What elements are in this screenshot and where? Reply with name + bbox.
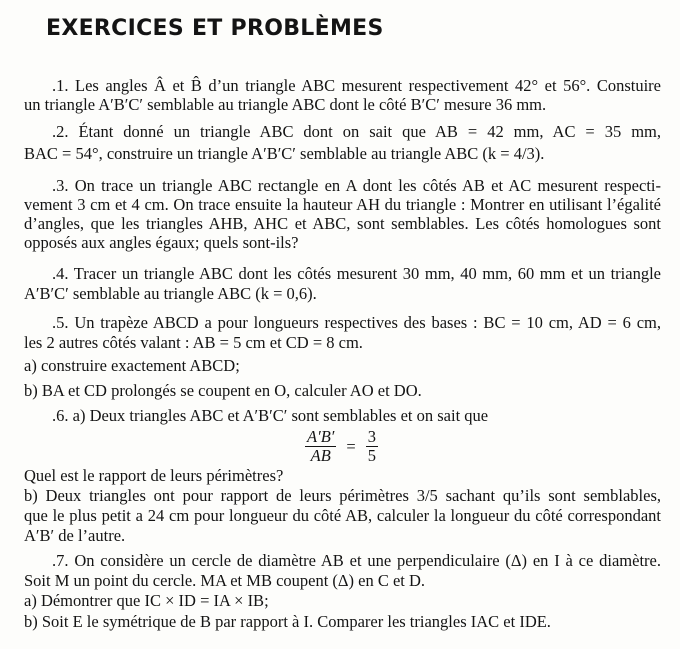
page-title: EXERCICES ET PROBLÈMES — [46, 16, 384, 41]
text-line: Quel est le rapport de leurs périmètres? — [24, 466, 284, 485]
fraction-denominator: 5 — [367, 446, 376, 465]
fraction-numerator: A′B′ — [305, 427, 337, 447]
text-line: a) Démontrer que IC × ID = IA × IB; — [24, 591, 269, 610]
text-line: que le plus petit a 24 cm pour longueur … — [24, 506, 661, 525]
fraction-denominator: AB — [310, 446, 331, 465]
text-line: Soit M un point du cercle. MA et MB coup… — [24, 571, 426, 590]
text-line: .2. Étant donné un triangle ABC dont on … — [52, 122, 661, 141]
equals-sign: = — [346, 436, 356, 456]
text-line: .4. Tracer un triangle ABC dont les côté… — [52, 264, 661, 283]
text-line: les 2 autres côtés valant : AB = 5 cm et… — [24, 333, 363, 352]
text-line: .3. On trace un triangle ABC rectangle e… — [52, 176, 661, 195]
text-line: BAC = 54°, construire un triangle A′B′C′… — [24, 144, 545, 163]
text-line: .6. a) Deux triangles ABC et A′B′C′ sont… — [52, 406, 489, 425]
text-line: .1. Les angles Â et B̂ d’un triangle ABC… — [52, 76, 661, 95]
text-line: A′B′C′ semblable au triangle ABC (k = 0,… — [24, 284, 317, 303]
text-line: opposés aux angles égaux; quels sont-ils… — [24, 233, 299, 252]
text-line: A′B′ de l’autre. — [24, 526, 126, 545]
text-line: vement 3 cm et 4 cm. On trace ensuite la… — [24, 195, 661, 214]
text-line: un triangle A′B′C′ semblable au triangle… — [24, 95, 547, 114]
text-line: b) Soit E le symétrique de B par rapport… — [24, 612, 551, 631]
text-line: b) BA et CD prolongés se coupent en O, c… — [24, 381, 422, 400]
text-line: d’angles, que les triangles AHB, AHC et … — [24, 214, 661, 233]
text-line: .5. Un trapèze ABCD a pour longueurs res… — [52, 313, 661, 332]
text-line: .7. On considère un cercle de diamètre A… — [52, 551, 661, 570]
text-line: b) Deux triangles ont pour rapport de le… — [24, 486, 661, 505]
fraction-numerator: 3 — [365, 427, 378, 447]
text-line: a) construire exactement ABCD; — [24, 356, 240, 375]
